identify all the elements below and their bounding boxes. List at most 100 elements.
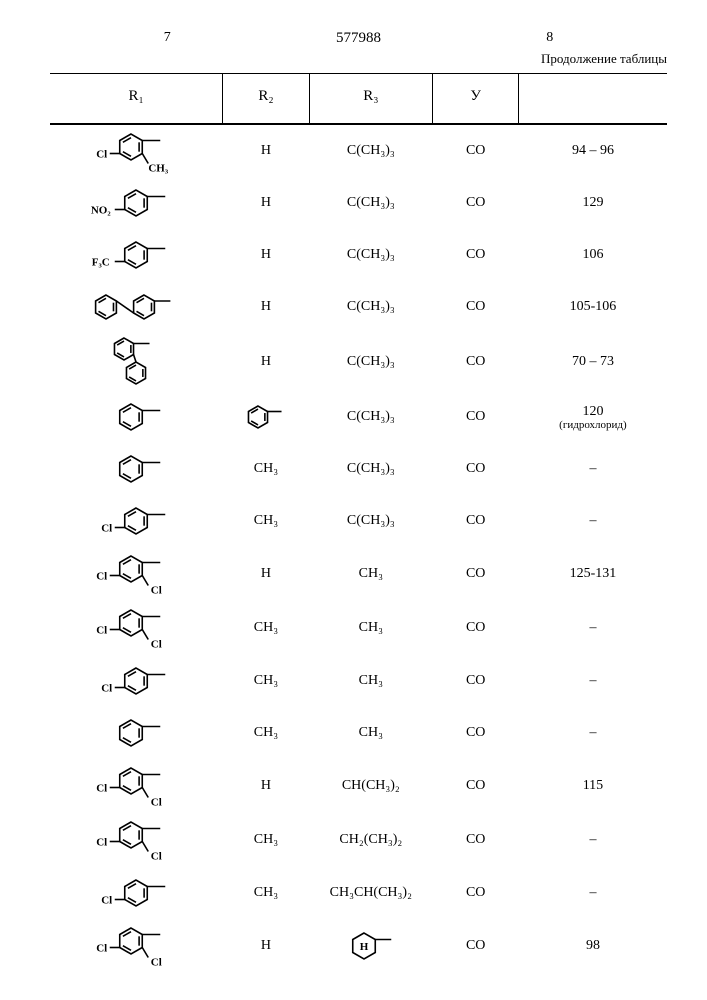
- cell-r1: [50, 443, 223, 495]
- table-row: F₃CHC(CH₃)₃CO106: [50, 229, 667, 281]
- cell-value: –: [519, 655, 667, 707]
- header-y: У: [433, 74, 519, 125]
- cell-y: CO: [433, 601, 519, 655]
- table-row: Cl CH₃ HC(CH₃)₃CO94 – 96: [50, 124, 667, 177]
- svg-text:Cl: Cl: [97, 571, 108, 583]
- cell-value: 98: [519, 919, 667, 973]
- cell-value: 94 – 96: [519, 124, 667, 177]
- svg-text:H: H: [360, 941, 369, 953]
- cell-r1: [50, 333, 223, 391]
- cell-r1: Cl Cl: [50, 919, 223, 973]
- cell-r2: CH₃: [223, 495, 309, 547]
- cell-value: –: [519, 707, 667, 759]
- cell-r3: CH₃CH(CH₃)₂: [309, 867, 432, 919]
- cell-r1: Cl Cl: [50, 601, 223, 655]
- cell-note: (гидрохлорид): [523, 420, 663, 431]
- svg-text:Cl: Cl: [102, 683, 113, 695]
- cell-r2: CH₃: [223, 601, 309, 655]
- svg-text:F₃C: F₃C: [92, 257, 110, 269]
- cell-r3: C(CH₃)₃: [309, 124, 432, 177]
- svg-text:NO₂: NO₂: [91, 205, 112, 217]
- cell-y: CO: [433, 655, 519, 707]
- cell-r1: [50, 391, 223, 443]
- page-num-right: 8: [433, 30, 667, 47]
- cell-r2: H: [223, 919, 309, 973]
- svg-text:Cl: Cl: [151, 639, 162, 651]
- cell-value: –: [519, 495, 667, 547]
- cell-r2: H: [223, 177, 309, 229]
- cell-r3: CH₃: [309, 601, 432, 655]
- compound-table: R₁ R₂ R₃ У ClCH₃HC(CH₃)₃CO94 – 96NO₂HC(C…: [50, 73, 667, 973]
- cell-r1: F₃C: [50, 229, 223, 281]
- cell-r1: [50, 281, 223, 333]
- cell-y: CO: [433, 333, 519, 391]
- table-row: ClClCH₃CH₂(CH₃)₂CO–: [50, 813, 667, 867]
- cell-r2: H: [223, 229, 309, 281]
- cell-r3: CH(CH₃)₂: [309, 759, 432, 813]
- cell-r2: CH₃: [223, 813, 309, 867]
- table-continuation: Продолжение таблицы: [50, 51, 667, 67]
- svg-text:Cl: Cl: [151, 957, 162, 969]
- cell-r3: CH₂(CH₃)₂: [309, 813, 432, 867]
- table-row: ClCH₃CH₃CO–: [50, 655, 667, 707]
- cell-r3: C(CH₃)₃: [309, 281, 432, 333]
- cell-r2: H: [223, 333, 309, 391]
- page-num-left: 7: [50, 30, 284, 47]
- cell-value: 120(гидрохлорид): [519, 391, 667, 443]
- cell-y: CO: [433, 177, 519, 229]
- cell-y: CO: [433, 124, 519, 177]
- svg-text:Cl: Cl: [97, 943, 108, 955]
- cell-y: CO: [433, 547, 519, 601]
- svg-text:Cl: Cl: [97, 625, 108, 637]
- table-row: Cl Cl H H CO98: [50, 919, 667, 973]
- cell-r3: C(CH₃)₃: [309, 229, 432, 281]
- cell-value: 105-106: [519, 281, 667, 333]
- table-row: ClClCH₃CH₃CO–: [50, 601, 667, 655]
- cell-y: CO: [433, 707, 519, 759]
- cell-r2: H: [223, 124, 309, 177]
- cell-y: CO: [433, 391, 519, 443]
- cell-r2: CH₃: [223, 655, 309, 707]
- cell-y: CO: [433, 495, 519, 547]
- cell-y: CO: [433, 229, 519, 281]
- cell-y: CO: [433, 759, 519, 813]
- header-val: [519, 74, 667, 125]
- header-r3: R₃: [309, 74, 432, 125]
- cell-r2: H: [223, 547, 309, 601]
- table-row: Cl CH₃C(CH₃)₃CO–: [50, 495, 667, 547]
- cell-r3: C(CH₃)₃: [309, 177, 432, 229]
- cell-y: CO: [433, 813, 519, 867]
- table-row: ClClHCH₃CO125-131: [50, 547, 667, 601]
- svg-text:CH₃: CH₃: [149, 163, 170, 175]
- cell-r3: H: [309, 919, 432, 973]
- cell-r1: Cl Cl: [50, 813, 223, 867]
- cell-r3: C(CH₃)₃: [309, 333, 432, 391]
- cell-value: –: [519, 443, 667, 495]
- cell-r3: C(CH₃)₃: [309, 495, 432, 547]
- cell-r3: CH₃: [309, 707, 432, 759]
- table-row: HC(CH₃)₃CO70 – 73: [50, 333, 667, 391]
- table-row: CH₃C(CH₃)₃CO–: [50, 443, 667, 495]
- cell-r1: Cl Cl: [50, 759, 223, 813]
- cell-value: 70 – 73: [519, 333, 667, 391]
- cell-r2: CH₃: [223, 443, 309, 495]
- svg-text:Cl: Cl: [102, 523, 113, 535]
- table-row: CH₃CH₃CO–: [50, 707, 667, 759]
- cell-value: 125-131: [519, 547, 667, 601]
- cell-r2: [223, 391, 309, 443]
- cell-value: –: [519, 601, 667, 655]
- cell-r2: CH₃: [223, 867, 309, 919]
- cell-y: CO: [433, 443, 519, 495]
- cell-r2: CH₃: [223, 707, 309, 759]
- cell-r3: C(CH₃)₃: [309, 443, 432, 495]
- cell-r2: H: [223, 759, 309, 813]
- patent-number: 577988: [284, 30, 432, 47]
- cell-r3: CH₃: [309, 547, 432, 601]
- svg-text:Cl: Cl: [151, 851, 162, 863]
- table-row: HC(CH₃)₃CO105-106: [50, 281, 667, 333]
- svg-text:Cl: Cl: [151, 797, 162, 809]
- svg-text:Cl: Cl: [97, 837, 108, 849]
- cell-y: CO: [433, 919, 519, 973]
- svg-text:Cl: Cl: [97, 149, 108, 161]
- svg-text:Cl: Cl: [97, 783, 108, 795]
